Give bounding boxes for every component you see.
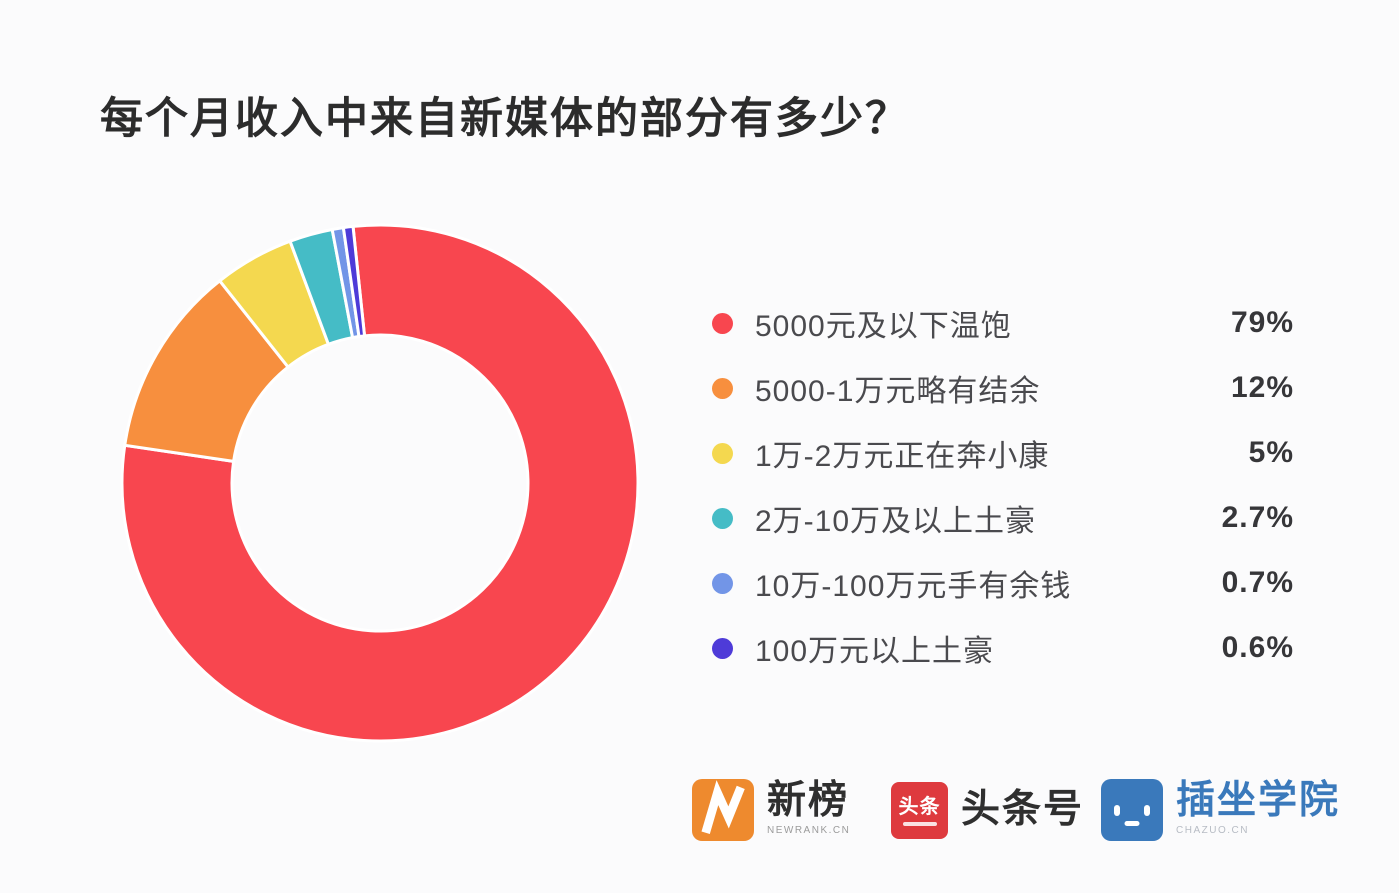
donut-chart-svg bbox=[120, 223, 640, 743]
legend-item: 5000-1万元略有结余 12% bbox=[712, 368, 1294, 408]
logo-toutiao: 头条 头条号 bbox=[891, 779, 1084, 841]
donut-slice-0 bbox=[120, 223, 640, 743]
legend-label: 100万元以上土豪 bbox=[755, 635, 995, 668]
legend-label: 5000-1万元略有结余 bbox=[755, 375, 1041, 408]
legend-item: 10万-100万元手有余钱 0.7% bbox=[712, 563, 1294, 603]
chazuo-eye-icon bbox=[1114, 805, 1120, 816]
legend-dot bbox=[712, 312, 733, 334]
legend-dot bbox=[712, 637, 733, 659]
toutiao-badge-text: 头条 bbox=[898, 795, 941, 818]
legend-label: 1万-2万元正在奔小康 bbox=[755, 440, 1050, 473]
legend-label: 5000元及以下温饱 bbox=[755, 310, 1012, 343]
chart-legend: 5000元及以下温饱 79% 5000-1万元略有结余 12% 1万-2万元正在… bbox=[712, 303, 1294, 668]
newrank-logo-name: 新榜 bbox=[767, 779, 850, 822]
chazuo-face-icon bbox=[1101, 779, 1163, 841]
legend-dot bbox=[712, 507, 733, 529]
toutiao-logo-icon: 头条 bbox=[891, 782, 948, 839]
legend-value: 0.7% bbox=[1221, 566, 1294, 599]
legend-dot bbox=[712, 442, 733, 464]
legend-label: 10万-100万元手有余钱 bbox=[755, 570, 1072, 603]
legend-label: 2万-10万及以上土豪 bbox=[755, 505, 1037, 538]
legend-value: 2.7% bbox=[1221, 501, 1294, 534]
legend-dot bbox=[712, 377, 733, 399]
newrank-logo-icon bbox=[692, 779, 754, 841]
donut-slice-5 bbox=[341, 224, 367, 339]
legend-item: 5000元及以下温饱 79% bbox=[712, 303, 1294, 343]
toutiao-logo-name: 头条号 bbox=[961, 788, 1085, 831]
legend-value: 0.6% bbox=[1221, 631, 1294, 664]
chazuo-logo-name: 插坐学院 bbox=[1176, 779, 1341, 822]
chazuo-eye-icon bbox=[1144, 805, 1150, 816]
legend-item: 100万元以上土豪 0.6% bbox=[712, 628, 1294, 668]
legend-value: 79% bbox=[1230, 306, 1294, 339]
legend-item: 1万-2万元正在奔小康 5% bbox=[712, 433, 1294, 473]
logo-chazuo: 插坐学院 CHAZUO.CN bbox=[1101, 779, 1340, 841]
newrank-lightning-n-icon bbox=[701, 780, 745, 834]
logo-newrank: 新榜 NEWRANK.CN bbox=[692, 779, 850, 841]
chazuo-logo-subtext: CHAZUO.CN bbox=[1176, 825, 1249, 836]
donut-chart bbox=[115, 220, 645, 750]
legend-item: 2万-10万及以上土豪 2.7% bbox=[712, 498, 1294, 538]
chazuo-mouth-icon bbox=[1124, 821, 1140, 826]
toutiao-badge-bar bbox=[902, 821, 937, 826]
newrank-logo-subtext: NEWRANK.CN bbox=[767, 825, 851, 836]
page-title: 每个月收入中来自新媒体的部分有多少？ bbox=[100, 95, 910, 143]
legend-value: 5% bbox=[1248, 436, 1294, 469]
legend-dot bbox=[712, 572, 733, 594]
legend-value: 12% bbox=[1230, 371, 1294, 404]
